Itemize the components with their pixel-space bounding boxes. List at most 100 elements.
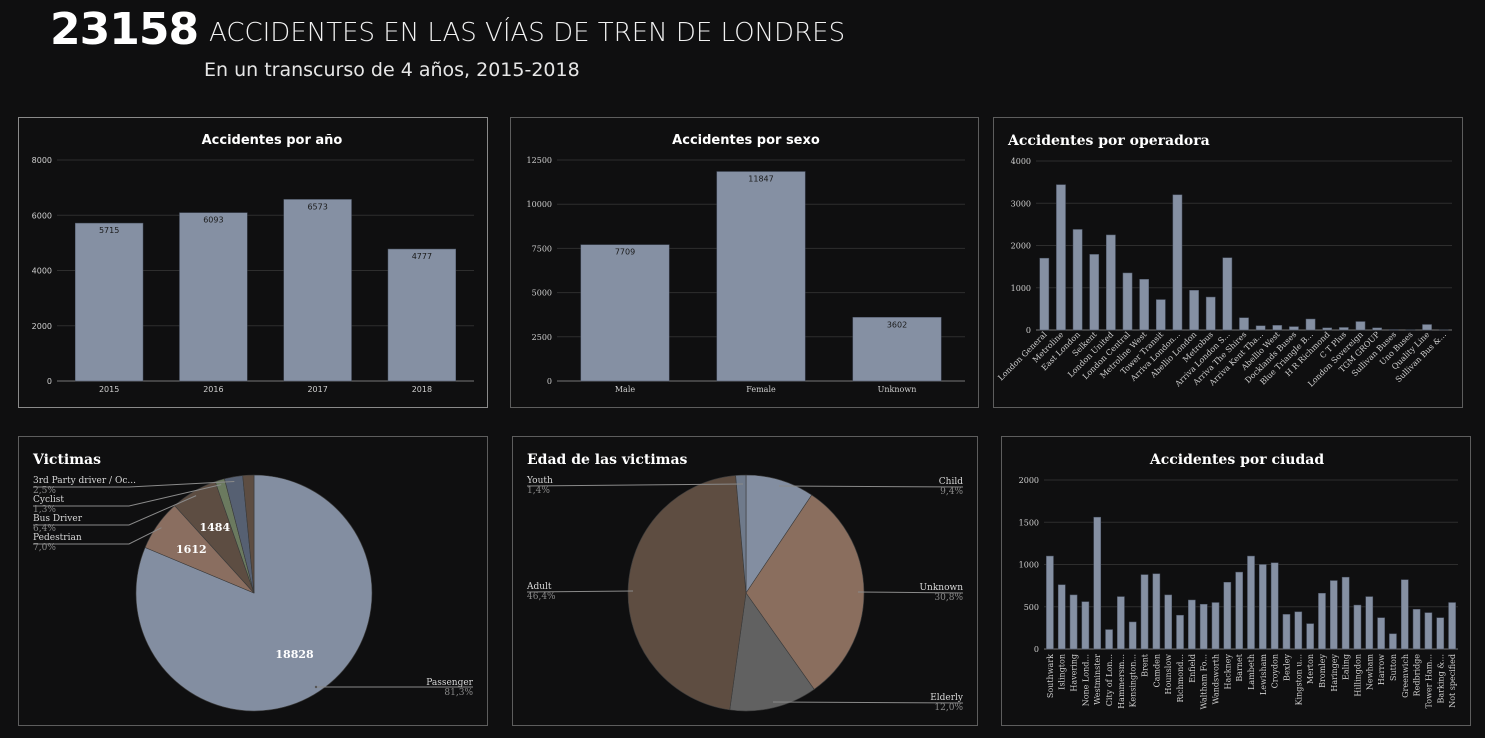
x-tick-label: 2016: [203, 385, 223, 394]
bar: [716, 171, 806, 382]
legend-percent: 81,3%: [444, 688, 473, 698]
bar: [1039, 257, 1050, 331]
bar: [1211, 602, 1220, 650]
bar: [1412, 609, 1421, 650]
page-subtitle: En un transcurso de 4 años, 2015-2018: [204, 59, 580, 81]
legend-percent: 2,5%: [33, 486, 56, 496]
y-tick-label: 2000: [1019, 476, 1039, 485]
x-tick-label: Barking &...: [1436, 654, 1445, 703]
bar: [387, 248, 457, 382]
bar: [283, 199, 352, 382]
x-tick-label: Brent: [1141, 653, 1150, 677]
x-tick-label: Bexley: [1282, 654, 1291, 681]
bar: [1259, 564, 1267, 650]
x-tick-label: Southwark: [1046, 654, 1055, 698]
y-tick-label: 0: [47, 377, 52, 386]
chart-plot-area: 0 500 1000 1500 2000 Southwark Islington Haveri…: [1019, 476, 1458, 710]
bar: [1282, 614, 1291, 650]
bar: [1448, 602, 1456, 650]
x-tick-label: City of Lon...: [1105, 654, 1114, 706]
x-tick-label: Kingston u...: [1294, 654, 1303, 705]
bar: [1341, 576, 1350, 650]
x-tick-label: Enfield: [1188, 654, 1197, 683]
x-tick-label: Harrow: [1377, 654, 1386, 685]
y-tick-label: 6000: [32, 211, 52, 220]
bar: [580, 244, 670, 382]
data-label: 7709: [615, 248, 635, 257]
bar: [1057, 584, 1066, 650]
x-tick-label: Not specified: [1448, 654, 1457, 708]
bar: [1330, 580, 1338, 650]
bar: [1400, 579, 1409, 650]
pie-slice: [735, 474, 747, 594]
bar: [1355, 321, 1366, 331]
chart-victims: Victimas 18828 1612 1484 3rd Party driver /…: [18, 436, 488, 726]
legend-name: Bus Driver: [33, 514, 83, 524]
bar: [1322, 327, 1333, 331]
bar: [1239, 317, 1249, 331]
data-label: 6573: [307, 202, 327, 211]
x-tick-label: Newham: [1365, 654, 1374, 691]
x-tick-label: Hackney: [1223, 654, 1232, 690]
y-tick-label: 2000: [1011, 242, 1031, 251]
slice-value-label: 1612: [176, 543, 207, 556]
bar: [1117, 596, 1125, 650]
bar: [1122, 272, 1133, 331]
x-tick-label: Merton: [1306, 654, 1315, 684]
x-tick-label: Hammersm...: [1117, 654, 1126, 709]
legend-name: Passenger: [426, 678, 473, 688]
x-tick-label: 2017: [307, 385, 327, 394]
chart-title: Accidentes por operadora: [1007, 133, 1210, 149]
bar: [1139, 279, 1149, 331]
legend-name: Youth: [526, 476, 553, 486]
bar: [1069, 594, 1078, 650]
x-tick-label: Hillingdon: [1353, 654, 1362, 697]
legend-percent: 6,4%: [33, 524, 56, 534]
chart-victims-svg: Victimas 18828 1612 1484 3rd Party driver /…: [32, 452, 474, 712]
page-title: ACCIDENTES EN LAS VÍAS DE TREN DE LONDRE…: [209, 18, 846, 48]
bar: [1353, 604, 1362, 650]
x-tick-label: Westminster: [1093, 654, 1102, 705]
x-tick-label: Haringey: [1330, 654, 1339, 692]
x-tick-label: Redbridge: [1413, 654, 1422, 697]
chart-title: Accidentes por año: [202, 133, 343, 148]
bar: [1422, 324, 1432, 331]
leader-line: [772, 701, 964, 704]
chart-accidents-per-operator-svg: Accidentes por operadora 0 1000 2000 3000 40…: [996, 133, 1452, 389]
bar: [1272, 325, 1283, 331]
x-tick-label: Croydon: [1271, 654, 1280, 688]
bar: [1289, 326, 1299, 331]
pie-slice: [242, 474, 255, 594]
y-tick-label: 4000: [32, 267, 52, 276]
x-tick-label: Kensington...: [1129, 654, 1138, 707]
bar: [1318, 592, 1326, 650]
bar: [1081, 601, 1090, 650]
chart-title: Accidentes por sexo: [672, 133, 820, 148]
bar: [1222, 257, 1233, 331]
y-tick-label: 0: [1034, 645, 1039, 654]
bar: [1188, 599, 1196, 650]
y-tick-label: 0: [547, 377, 552, 386]
data-label: 11847: [748, 175, 773, 184]
x-tick-label: Male: [615, 385, 636, 394]
chart-plot-area: 0 2000 4000 6000 8000 5715 2015 6093 2016 6573 201…: [32, 156, 474, 394]
legend-name: Adult: [526, 582, 552, 592]
bar: [1056, 184, 1066, 331]
pie-slice: [627, 475, 747, 711]
legend-name: Elderly: [930, 693, 964, 703]
bar: [1294, 611, 1303, 650]
chart-plot-area: 0 2500 5000 7500 10000 12500 7709 Male 11847 Fema…: [527, 156, 965, 394]
x-tick-label: Richmond...: [1176, 654, 1185, 703]
x-tick-label: Barnet: [1235, 653, 1244, 681]
legend-name: 3rd Party driver / Oc...: [33, 476, 136, 486]
pie-slice: [729, 592, 815, 712]
bar: [179, 212, 248, 382]
bar: [1235, 571, 1243, 650]
y-tick-label: 7500: [532, 244, 552, 253]
y-tick-label: 5000: [532, 289, 552, 298]
data-label: 5715: [99, 226, 119, 235]
data-label: 4777: [412, 252, 432, 261]
bar: [1372, 327, 1382, 331]
y-tick-label: 0: [1026, 326, 1031, 335]
chart-accidents-per-city-svg: Accidentes por ciudad 0 500 1000 1500 2000 So…: [1019, 452, 1458, 710]
